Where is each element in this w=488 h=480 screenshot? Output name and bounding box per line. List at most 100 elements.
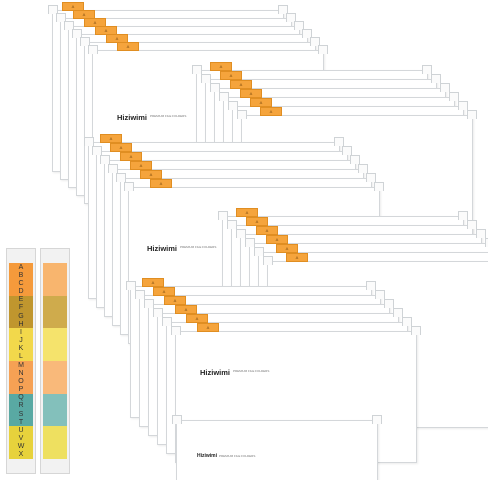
folder-tab: A [286, 253, 308, 262]
folder-tab: A [120, 152, 142, 161]
hanger-hook [171, 326, 181, 335]
hanger-hook [218, 211, 228, 220]
index-letter: N [18, 369, 24, 377]
index-letter: K [18, 345, 24, 353]
folder-tab: A [246, 217, 268, 226]
color-band [9, 295, 33, 329]
color-band [43, 263, 67, 297]
hanger-hook [334, 137, 344, 146]
folder-tab: A [117, 42, 139, 51]
brand-tagline: PREMIUM FILE FOLDERS [233, 369, 270, 373]
folder-tab: A [256, 226, 278, 235]
hanger-hook [219, 92, 229, 101]
hanger-hook [372, 415, 382, 424]
index-letter: V [18, 435, 24, 442]
color-band [43, 361, 67, 395]
index-letter: R [18, 402, 24, 410]
index-letter: U [18, 426, 24, 434]
hanger-hook [84, 137, 94, 146]
index-letter: S [18, 410, 24, 418]
hanger-hook [92, 146, 102, 155]
brand-name: Hiziwimi [200, 368, 231, 377]
hanger-hook [56, 13, 66, 22]
hanger-hook [192, 65, 202, 74]
index-letter: A [18, 263, 24, 271]
brand-name: Hiziwimi [117, 113, 148, 122]
hanger-hook [440, 83, 450, 92]
hanger-hook [350, 155, 360, 164]
blank-index-strip [40, 248, 70, 474]
index-letter: C [18, 279, 24, 287]
index-letter: J [19, 337, 23, 344]
folder-tab: A [164, 296, 186, 305]
folder-tab: A [175, 305, 197, 314]
color-band [9, 393, 33, 427]
hanger-hook [366, 173, 376, 182]
brand-name: Hiziwimi [197, 453, 218, 459]
index-letter: E [18, 296, 24, 304]
folder-tab: A [260, 107, 282, 116]
hanger-hook [100, 155, 110, 164]
hanger-hook [254, 247, 264, 256]
hanger-hook [393, 308, 403, 317]
hanger-hook [116, 173, 126, 182]
hanger-hook [124, 182, 134, 191]
hanger-hook [201, 74, 211, 83]
folder-tab: A [140, 170, 162, 179]
folder-tab: A [240, 89, 262, 98]
index-letter: H [18, 320, 24, 328]
hanger-hook [467, 220, 477, 229]
brand-name: Hiziwimi [147, 244, 178, 253]
hanger-hook [476, 229, 486, 238]
hanger-hook [263, 256, 273, 265]
hanger-hook [227, 220, 237, 229]
hanger-hook [485, 238, 488, 247]
hanger-hook [126, 281, 136, 290]
hanger-hook [286, 13, 296, 22]
color-band [9, 328, 33, 362]
folder-tab: A [210, 62, 232, 71]
index-letter: T [18, 418, 24, 426]
index-letter: M [18, 361, 24, 369]
hanger-hook [318, 45, 328, 54]
folder-tab: A [130, 161, 152, 170]
folder-tab: A [230, 80, 252, 89]
hanger-hook [375, 290, 385, 299]
brand-tagline: PREMIUM FILE FOLDERS [180, 245, 217, 249]
hanger-hook [48, 5, 58, 14]
hanger-hook [72, 29, 82, 38]
hanger-hook [228, 101, 238, 110]
color-band [9, 361, 33, 395]
folder-tab: A [186, 314, 208, 323]
hanger-hook [358, 164, 368, 173]
index-letter: F [18, 304, 24, 312]
hanger-hook [162, 317, 172, 326]
color-band [43, 393, 67, 427]
folder-tab: A [153, 287, 175, 296]
hanger-hook [366, 281, 376, 290]
color-band [43, 295, 67, 329]
index-letter: X [18, 451, 24, 459]
hanger-hook [294, 21, 304, 30]
index-letter: L [19, 353, 23, 361]
index-letter: D [18, 288, 24, 295]
hanger-hook [245, 238, 255, 247]
hanger-hook [108, 164, 118, 173]
hanger-hook [153, 308, 163, 317]
index-letter: Q [18, 394, 24, 402]
folder-tab: A [220, 71, 242, 80]
index-letter: I [20, 328, 22, 336]
hanger-hook [458, 211, 468, 220]
folder-tab: A [276, 244, 298, 253]
hanger-hook [467, 110, 477, 119]
hanger-hook [302, 29, 312, 38]
folder-tab: A [150, 179, 172, 188]
folder-tab: A [100, 134, 122, 143]
hanger-hook [310, 37, 320, 46]
folder-tab: A [197, 323, 219, 332]
brand-tagline: PREMIUM FILE FOLDERS [219, 454, 256, 458]
hanger-hook [172, 415, 182, 424]
folder-tab: A [236, 208, 258, 217]
hanger-hook [64, 21, 74, 30]
